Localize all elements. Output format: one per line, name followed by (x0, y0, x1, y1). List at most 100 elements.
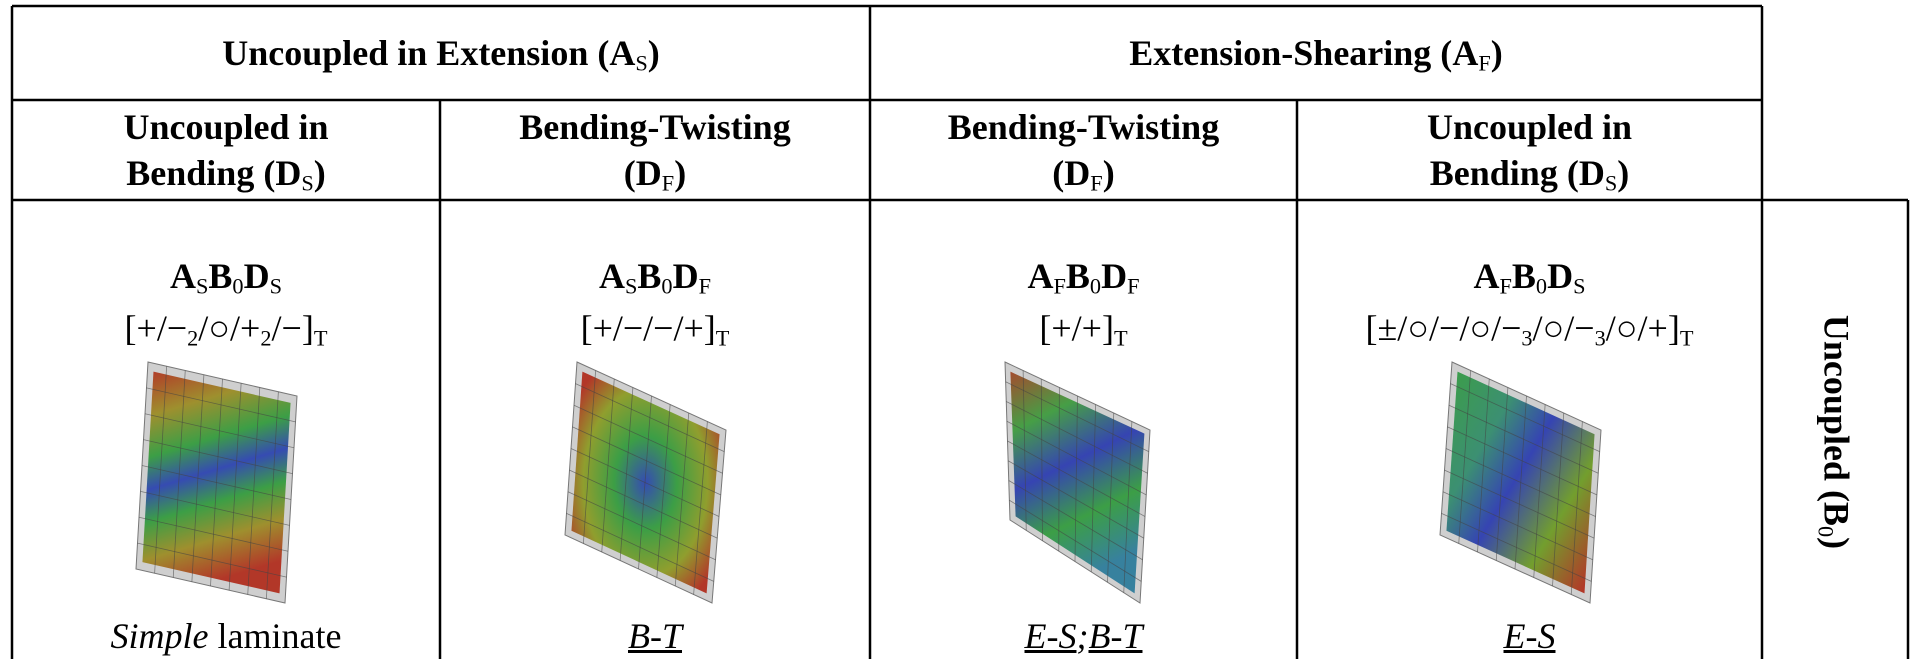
text: Uncoupled in (123, 107, 328, 147)
subscript: 2 (260, 326, 271, 351)
symbol: A (609, 33, 635, 73)
text: ) (1816, 537, 1856, 549)
caption-part: laminate (209, 616, 342, 656)
sequence-part: /○/+ (198, 308, 260, 348)
laminate-code: AFB0DS (1297, 252, 1762, 311)
subscript: S (301, 171, 313, 196)
symbol: D (1101, 256, 1127, 296)
symbol: D (1579, 153, 1605, 193)
symbol: D (636, 153, 662, 193)
caption-part: E-S (1504, 616, 1556, 656)
text: ) (674, 153, 686, 193)
caption-part: B-T (1088, 616, 1142, 656)
subscript: 2 (187, 326, 198, 351)
text: Uncoupled in Extension ( (222, 33, 609, 73)
text: ) (1491, 33, 1503, 73)
laminate-code: AFB0DF (870, 252, 1297, 311)
symbol: D (275, 153, 301, 193)
subscript: T (314, 326, 328, 351)
text: ) (1103, 153, 1115, 193)
text: Bending ( (1430, 153, 1579, 193)
text: Bending-Twisting (948, 107, 1219, 147)
symbol: D (244, 256, 270, 296)
subscript: S (1573, 274, 1585, 299)
header-sub: Bending-Twisting (DF) (440, 104, 870, 207)
laminate-code: ASB0DS (12, 252, 440, 311)
text: Bending-Twisting (519, 107, 790, 147)
symbol: B (1066, 256, 1090, 296)
subscript: 3 (1521, 326, 1532, 351)
subscript: S (270, 274, 282, 299)
side-label: Uncoupled (B0) (1813, 315, 1858, 549)
subscript: F (1090, 171, 1102, 196)
caption-part: ; (1076, 616, 1088, 656)
header-sub: Uncoupled in Bending (DS) (12, 104, 440, 207)
subscript: T (1114, 326, 1128, 351)
subscript: 0 (1090, 274, 1101, 299)
symbol: D (1547, 256, 1573, 296)
symbol: A (599, 256, 625, 296)
stacking-sequence: [+/+]T (870, 304, 1297, 363)
subscript: S (635, 51, 647, 76)
subscript: 0 (1536, 274, 1547, 299)
subscript: T (716, 326, 730, 351)
text: ( (624, 153, 636, 193)
stacking-sequence: [±/○/−/○/−3/○/−3/○/+]T (1297, 304, 1762, 363)
text: Uncoupled ( (1816, 315, 1856, 502)
text: ) (1617, 153, 1629, 193)
caption-part: Simple (111, 616, 209, 656)
subscript: 0 (661, 274, 672, 299)
stacking-sequence: [+/−/−/+]T (440, 304, 870, 363)
symbol: B (637, 256, 661, 296)
subscript: S (196, 274, 208, 299)
text: ) (648, 33, 660, 73)
header-sub: Bending-Twisting (DF) (870, 104, 1297, 207)
caption: Simple laminate (12, 612, 440, 660)
sequence-part: /○/+] (1606, 308, 1680, 348)
symbol: D (673, 256, 699, 296)
symbol: A (170, 256, 196, 296)
caption: B-T (440, 612, 870, 660)
subscript: T (1680, 326, 1694, 351)
symbol: A (1452, 33, 1478, 73)
header-top: Extension-Shearing (AF) (870, 29, 1762, 88)
sequence-part: /○/− (1533, 308, 1595, 348)
subscript: 0 (1814, 526, 1839, 537)
sequence-part: [+/−/−/+] (581, 308, 716, 348)
symbol: B (1816, 502, 1856, 526)
caption-part: E-S (1025, 616, 1077, 656)
sequence-part: [±/○/−/○/− (1366, 308, 1522, 348)
symbol: B (208, 256, 232, 296)
text: Bending ( (126, 153, 275, 193)
laminate-code: ASB0DF (440, 252, 870, 311)
header-top: Uncoupled in Extension (AS) (12, 29, 870, 88)
subscript: F (1499, 274, 1511, 299)
side-cell: Uncoupled (B0) (1762, 200, 1908, 659)
caption: E-S;B-T (870, 612, 1297, 660)
caption: E-S (1297, 612, 1762, 660)
subscript: F (1053, 274, 1065, 299)
page: Uncoupled (B0) Uncoupled in Extension (A… (0, 0, 1910, 659)
sequence-part: /−] (272, 308, 314, 348)
symbol: A (1027, 256, 1053, 296)
subscript: F (699, 274, 711, 299)
sequence-part: [+/+] (1039, 308, 1114, 348)
symbol: B (1512, 256, 1536, 296)
subscript: F (1127, 274, 1139, 299)
text: Extension-Shearing ( (1129, 33, 1452, 73)
text: ) (314, 153, 326, 193)
symbol: D (1064, 153, 1090, 193)
stacking-sequence: [+/−2/○/+2/−]T (12, 304, 440, 363)
header-sub: Uncoupled in Bending (DS) (1297, 104, 1762, 207)
subscript: 3 (1595, 326, 1606, 351)
subscript: F (1478, 51, 1490, 76)
subscript: S (1605, 171, 1617, 196)
caption-part: B-T (628, 616, 682, 656)
symbol: A (1473, 256, 1499, 296)
sequence-part: [+/− (125, 308, 188, 348)
subscript: S (625, 274, 637, 299)
subscript: F (662, 171, 674, 196)
subscript: 0 (232, 274, 243, 299)
text: Uncoupled in (1427, 107, 1632, 147)
text: ( (1052, 153, 1064, 193)
